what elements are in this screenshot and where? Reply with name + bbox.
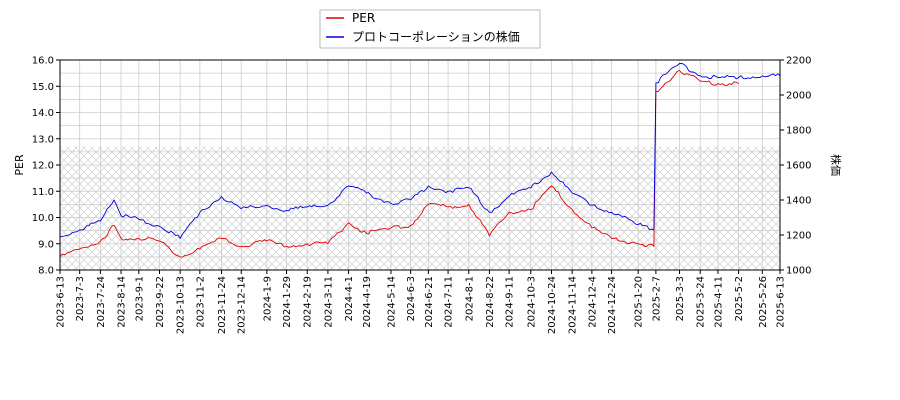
legend-label-price: プロトコーポレーションの株価 xyxy=(352,29,520,44)
x-tick-label: 2023-12-14 xyxy=(237,276,248,334)
y-axis-left-label: PER xyxy=(13,154,26,176)
x-tick-label: 2024-10-3 xyxy=(526,276,537,328)
x-tick-label: 2024-4-19 xyxy=(362,276,373,328)
x-tick-label: 2023-11-24 xyxy=(217,276,228,334)
y-left-tick-label: 11.0 xyxy=(32,187,54,198)
legend-box xyxy=(319,9,541,49)
x-tick-label: 2024-8-1 xyxy=(464,276,475,321)
x-tick-label: 2024-10-24 xyxy=(547,276,558,334)
x-tick-label: 2024-6-21 xyxy=(424,276,435,328)
x-tick-label: 2025-1-20 xyxy=(634,276,645,328)
y-axis-right: 1000 1200 1400 1600 1800 2000 2200 xyxy=(780,56,811,277)
x-tick-label: 2024-1-29 xyxy=(282,276,293,328)
legend: PER プロトコーポレーションの株価 xyxy=(319,9,541,49)
x-tick-label: 2023-11-2 xyxy=(195,276,206,328)
x-tick-label: 2025-3-3 xyxy=(675,276,686,321)
x-tick-label: 2024-12-4 xyxy=(587,276,598,328)
x-tick-label: 2025-6-13 xyxy=(776,276,787,328)
x-tick-label: 2024-9-11 xyxy=(505,276,516,328)
y-right-tick-label: 2000 xyxy=(786,91,811,102)
x-tick-label: 2024-3-11 xyxy=(323,276,334,328)
y-right-tick-label: 1400 xyxy=(786,196,811,207)
y-left-tick-label: 12.0 xyxy=(32,161,54,172)
x-tick-label: 2024-8-22 xyxy=(485,276,496,328)
y-left-tick-label: 14.0 xyxy=(32,108,54,119)
x-tick-label: 2024-5-14 xyxy=(386,276,397,328)
x-tick-label: 2023-7-3 xyxy=(75,276,86,321)
y-right-tick-label: 1200 xyxy=(786,231,811,242)
y-left-tick-label: 9.0 xyxy=(38,239,54,250)
y-axis-left: 8.0 9.0 10.0 11.0 12.0 13.0 14.0 15.0 16.0 xyxy=(32,56,60,277)
x-tick-label: 2025-4-11 xyxy=(713,276,724,328)
series-line-price xyxy=(60,62,780,239)
y-left-tick-label: 10.0 xyxy=(32,213,54,224)
x-tick-label: 2023-6-13 xyxy=(56,276,67,328)
x-tick-label: 2023-8-14 xyxy=(117,276,128,328)
x-tick-label: 2025-5-2 xyxy=(734,276,745,321)
legend-label-per: PER xyxy=(352,11,375,25)
y-right-tick-label: 2200 xyxy=(786,56,811,67)
x-tick-label: 2024-6-3 xyxy=(406,276,417,321)
x-tick-label: 2024-11-14 xyxy=(568,276,579,334)
y-left-tick-label: 15.0 xyxy=(32,82,54,93)
x-tick-label: 2024-12-24 xyxy=(607,276,618,334)
x-axis: 2023-6-13 2023-7-3 2023-7-24 2023-8-14 2023-… xyxy=(56,270,787,334)
series-line-per xyxy=(60,70,739,258)
x-tick-label: 2024-1-9 xyxy=(262,276,273,321)
x-tick-label: 2024-7-11 xyxy=(444,276,455,328)
x-tick-label: 2023-9-1 xyxy=(134,276,145,321)
x-tick-label: 2023-7-24 xyxy=(96,276,107,328)
y-left-tick-label: 8.0 xyxy=(38,266,54,277)
y-right-tick-label: 1600 xyxy=(786,161,811,172)
x-tick-label: 2023-10-13 xyxy=(176,276,187,334)
x-tick-label: 2024-2-19 xyxy=(303,276,314,328)
y-right-tick-label: 1800 xyxy=(786,126,811,137)
y-left-tick-label: 13.0 xyxy=(32,134,54,145)
y-left-tick-label: 16.0 xyxy=(32,56,54,67)
x-tick-label: 2025-3-24 xyxy=(696,276,707,328)
x-tick-label: 2025-5-26 xyxy=(758,276,769,328)
x-tick-label: 2024-4-1 xyxy=(344,276,355,321)
x-tick-label: 2023-9-22 xyxy=(155,276,166,328)
x-tick-label: 2025-2-7 xyxy=(651,276,662,321)
y-right-tick-label: 1000 xyxy=(786,266,811,277)
series-layer xyxy=(60,62,780,258)
y-axis-right-label: 株価 xyxy=(829,154,843,176)
